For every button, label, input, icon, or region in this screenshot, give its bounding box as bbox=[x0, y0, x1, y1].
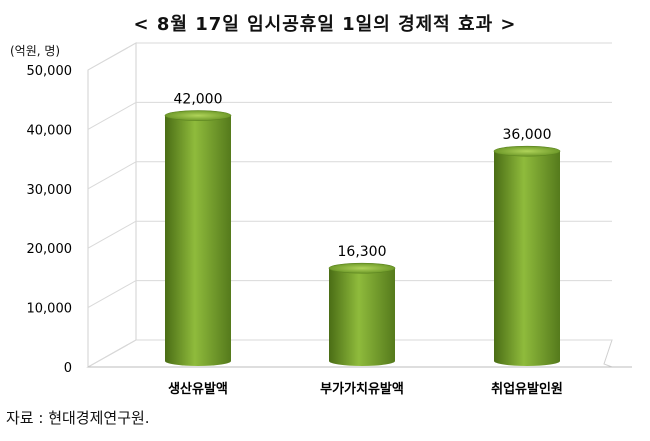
data-label: 36,000 bbox=[503, 127, 552, 143]
gridline-side bbox=[87, 220, 137, 249]
gridline-side bbox=[87, 101, 137, 130]
gridline-side bbox=[87, 161, 137, 190]
bar bbox=[493, 145, 561, 366]
gridline-side bbox=[87, 42, 137, 71]
data-label: 42,000 bbox=[174, 92, 223, 108]
bar-body bbox=[329, 268, 395, 366]
x-category-label: 생산유발액 bbox=[168, 381, 228, 397]
source-note: 자료 : 현대경제연구원. bbox=[6, 409, 150, 427]
x-category-label: 취업유발인원 bbox=[491, 381, 563, 397]
y-tick-label: 10,000 bbox=[27, 302, 73, 317]
bar bbox=[328, 262, 396, 366]
bar-top bbox=[164, 110, 232, 121]
y-tick-label: 20,000 bbox=[27, 242, 73, 257]
gridline-side bbox=[87, 280, 137, 309]
x-category-label: 부가가치유발액 bbox=[320, 381, 404, 397]
bar-body bbox=[494, 151, 560, 366]
bar-top bbox=[493, 145, 561, 157]
gridline-side bbox=[87, 339, 137, 368]
y-tick-label: 50,000 bbox=[27, 64, 73, 79]
bar-top bbox=[328, 262, 396, 274]
bar bbox=[164, 110, 232, 367]
bar-body bbox=[165, 115, 231, 367]
side-wall bbox=[87, 42, 137, 368]
y-tick-label: 0 bbox=[64, 361, 72, 376]
data-label: 16,300 bbox=[338, 244, 387, 260]
y-tick-label: 40,000 bbox=[27, 123, 73, 138]
chart-title: < 8월 17일 임시공휴일 1일의 경제적 효과 > bbox=[133, 14, 517, 35]
unit-label: (억원, 명) bbox=[10, 44, 61, 58]
y-tick-label: 30,000 bbox=[27, 183, 73, 198]
